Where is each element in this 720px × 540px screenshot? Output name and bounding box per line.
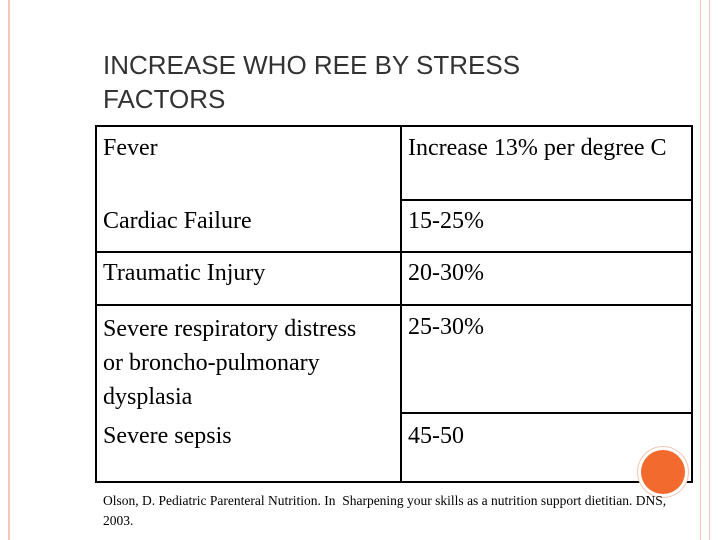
table-cell: Increase 13% per degree C <box>408 135 667 161</box>
table-cell: Severe respiratory distress or broncho-p… <box>103 316 357 410</box>
row-divider <box>400 199 692 201</box>
table-cell: 15-25% <box>408 208 484 234</box>
table-border <box>95 125 693 127</box>
table-cell: Fever <box>103 135 158 161</box>
footnote: Olson, D. Pediatric Parenteral Nutrition… <box>103 493 670 528</box>
row-divider <box>400 412 692 414</box>
row-divider <box>95 304 693 306</box>
table-cell: 25-30% <box>408 314 484 340</box>
table-cell: Severe sepsis <box>103 423 232 449</box>
table-border <box>95 481 693 483</box>
right-band <box>700 0 710 540</box>
orange-dot <box>641 450 685 494</box>
table-cell: 20-30% <box>408 260 484 286</box>
slide-title: INCREASE WHO REE BY STRESS FACTORS <box>103 50 521 114</box>
table-cell: 45-50 <box>408 423 464 449</box>
row-divider <box>95 251 693 253</box>
table-cell: Traumatic Injury <box>103 260 266 286</box>
left-rule <box>8 0 10 540</box>
table-cell: Cardiac Failure <box>103 208 252 234</box>
